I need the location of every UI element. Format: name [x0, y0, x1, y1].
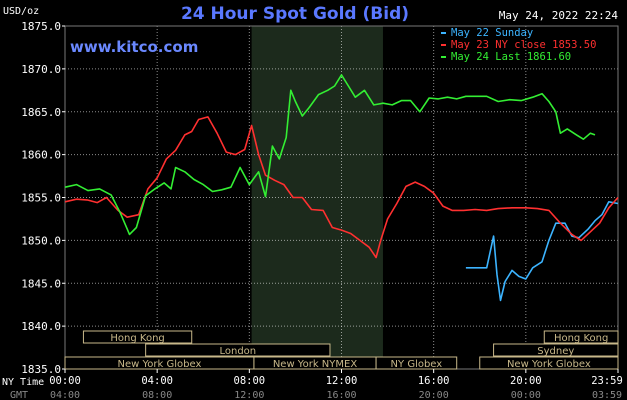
- x-tick-label-gmt: 03:59: [592, 390, 622, 400]
- x-tick-label-ny: 16:00: [418, 375, 450, 387]
- market-session-label: NY Globex: [391, 359, 443, 370]
- market-session-new-york-globex: New York Globex: [64, 356, 255, 370]
- market-session-bar: [543, 330, 619, 344]
- legend-item-prev-close: May 23 NY close 1853.50: [451, 39, 596, 51]
- x-tick-label-ny: 23:59: [591, 375, 623, 387]
- y-tick-label: 1835.0: [21, 363, 61, 376]
- market-session-label: New York NYMEX: [273, 359, 358, 370]
- market-session-ny-globex: NY Globex: [375, 356, 458, 370]
- market-session-label: London: [219, 346, 256, 357]
- market-session-label: Hong Kong: [554, 333, 608, 344]
- x-tick-label-ny: 04:00: [141, 375, 173, 387]
- market-session-london: London: [145, 343, 331, 357]
- y-tick-label: 1845.0: [21, 277, 61, 290]
- legend-swatch-prev-close: [441, 44, 446, 46]
- market-session-new-york-nymex: New York NYMEX: [253, 356, 377, 370]
- gmt-row-label: GMT: [10, 390, 28, 400]
- x-tick-label-gmt: 00:00: [511, 390, 541, 400]
- market-sessions: Hong Kong Hong Kong London Sydney New York G…: [64, 330, 619, 370]
- y-tick-label: 1860.0: [21, 149, 61, 162]
- series-line-may-23-ny-close-1853-50: [64, 116, 619, 259]
- y-tick-label: 1865.0: [21, 106, 61, 119]
- chart-timestamp: May 24, 2022 22:24: [499, 9, 619, 22]
- market-session-bar: [375, 356, 458, 370]
- y-tick-label: 1855.0: [21, 192, 61, 205]
- legend: May 22 Sunday May 23 NY close 1853.50 Ma…: [441, 27, 596, 63]
- x-tick-label-ny: 00:00: [49, 375, 81, 387]
- y-axis-unit-label: USD/oz: [3, 6, 39, 17]
- x-tick-label-ny: 12:00: [326, 375, 358, 387]
- market-session-bar: [82, 330, 193, 344]
- market-session-label: New York Globex: [507, 359, 591, 370]
- x-tick-label-ny: 20:00: [510, 375, 542, 387]
- x-axis-ticks: 00:00 04:00 08:00 12:00 16:00 20:00 23:59 04:00…: [49, 369, 623, 400]
- market-session-new-york-globex: New York Globex: [479, 356, 619, 370]
- y-tick-label: 1875.0: [21, 20, 61, 33]
- site-url[interactable]: www.kitco.com: [70, 38, 198, 56]
- legend-swatch-sunday: [441, 32, 446, 34]
- legend-swatch-last: [441, 56, 446, 58]
- y-axis-ticks: 1875.0 1870.0 1865.0 1860.0 1855.0 1850.0 1845…: [21, 20, 65, 376]
- y-tick-label: 1840.0: [21, 320, 61, 333]
- market-session-sydney: Sydney: [493, 343, 619, 357]
- market-session-bar: [479, 356, 619, 370]
- y-tick-label: 1870.0: [21, 63, 61, 76]
- legend-item-sunday: May 22 Sunday: [451, 27, 533, 39]
- x-tick-label-gmt: 12:00: [234, 390, 264, 400]
- market-session-bar: [493, 343, 619, 357]
- chart-title: 24 Hour Spot Gold (Bid): [181, 4, 409, 24]
- market-session-hong-kong: Hong Kong: [543, 330, 619, 344]
- series-line-may-22-sunday: [465, 201, 619, 302]
- market-session-bar: [145, 343, 331, 357]
- market-session-label: New York Globex: [118, 359, 202, 370]
- x-tick-label-gmt: 08:00: [142, 390, 172, 400]
- x-tick-label-ny: 08:00: [234, 375, 266, 387]
- x-tick-label-gmt: 16:00: [326, 390, 356, 400]
- market-session-label: Hong Kong: [110, 333, 164, 344]
- market-session-label: Sydney: [537, 346, 574, 357]
- x-tick-label-gmt: 20:00: [419, 390, 449, 400]
- price-series: [64, 74, 619, 302]
- series-line-may-24-last-1861-60: [64, 74, 596, 236]
- y-tick-label: 1850.0: [21, 234, 61, 247]
- ny-time-row-label: NY Time: [2, 377, 44, 388]
- legend-item-last: May 24 Last 1861.60: [451, 51, 571, 63]
- x-tick-label-gmt: 04:00: [50, 390, 80, 400]
- market-session-hong-kong: Hong Kong: [82, 330, 193, 344]
